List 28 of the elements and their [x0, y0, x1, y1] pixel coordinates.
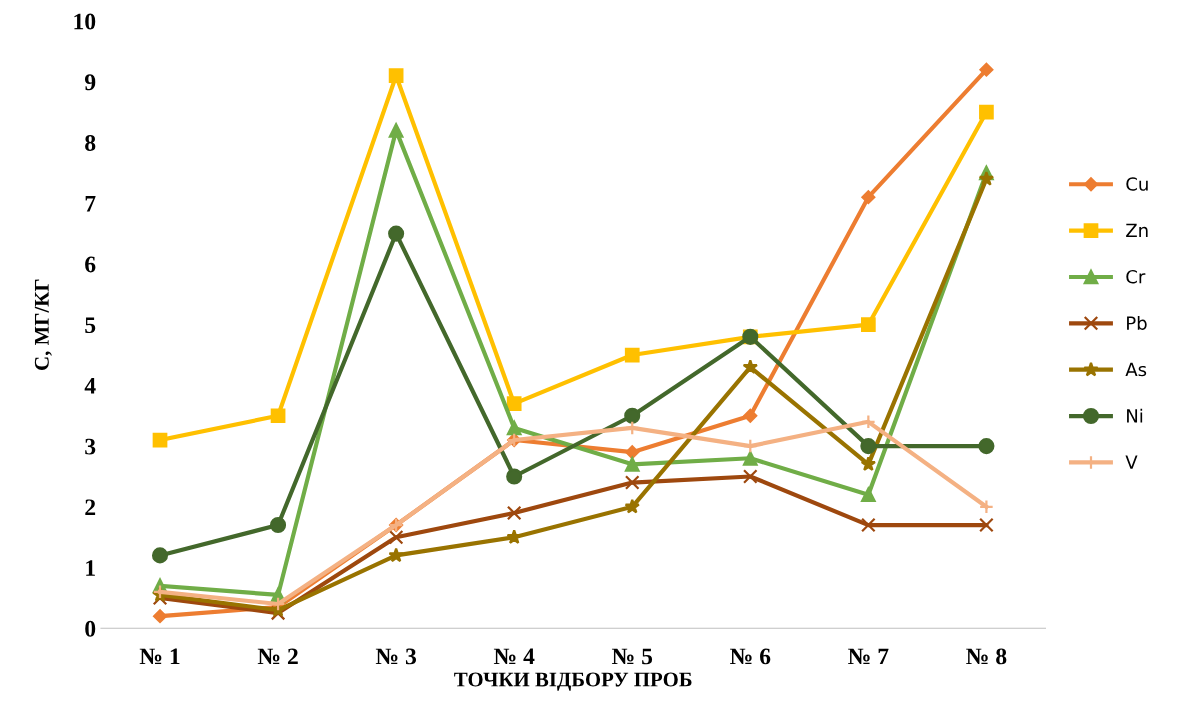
y-tick-label: 3: [85, 438, 96, 455]
y-tick-label: 2: [85, 499, 96, 516]
legend-label: Ni: [1127, 408, 1143, 423]
y-tick-label: 10: [74, 13, 96, 30]
x-tick-label: № 3: [375, 648, 417, 665]
x-tick-label: № 6: [730, 648, 771, 665]
y-tick-label: 9: [84, 74, 96, 91]
x-tick-label: № 8: [966, 648, 1007, 665]
legend-label: Zn: [1126, 223, 1148, 237]
x-axis-title: ТОЧКИ ВІДБОРУ ПРОБ: [454, 672, 692, 691]
x-tick-label: № 1: [139, 648, 180, 665]
y-tick-label: 8: [85, 135, 96, 151]
legend-label: Cu: [1126, 177, 1148, 191]
y-axis-title: C, МГ/КГ: [34, 279, 52, 370]
x-tick-label: № 4: [493, 648, 535, 665]
y-tick-label: 1: [86, 560, 95, 576]
x-tick-label: № 5: [611, 648, 653, 665]
legend-label: V: [1125, 455, 1138, 469]
x-tick-label: № 2: [257, 648, 298, 665]
legend-label: Pb: [1127, 315, 1147, 330]
x-tick-label: № 7: [848, 648, 889, 665]
y-tick-label: 4: [84, 378, 96, 394]
y-tick-label: 5: [85, 317, 96, 334]
legend-label: Cr: [1126, 269, 1146, 284]
legend-label: As: [1125, 362, 1147, 377]
y-tick-label: 7: [85, 195, 96, 212]
y-tick-label: 0: [85, 620, 96, 637]
y-tick-label: 6: [85, 256, 96, 273]
